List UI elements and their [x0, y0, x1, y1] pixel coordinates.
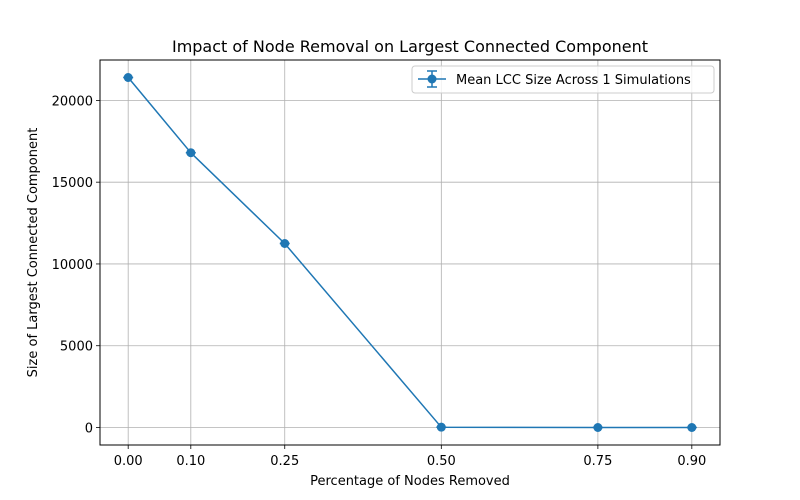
legend-marker-swatch [427, 74, 437, 84]
data-point [436, 422, 446, 432]
x-axis-label: Percentage of Nodes Removed [310, 474, 510, 489]
data-point [186, 148, 196, 158]
x-tick-label: 0.90 [677, 454, 706, 469]
y-axis-label: Size of Largest Connected Component [26, 128, 41, 378]
x-tick-label: 0.00 [114, 454, 143, 469]
x-axis: 0.00 0.10 0.25 0.50 0.75 0.90 [114, 445, 706, 469]
legend-label: Mean LCC Size Across 1 Simulations [456, 73, 691, 88]
y-axis: 0 5000 10000 15000 20000 [52, 94, 100, 437]
x-tick-label: 0.10 [176, 454, 205, 469]
chart-title: Impact of Node Removal on Largest Connec… [172, 37, 648, 56]
series-layer [123, 73, 697, 432]
y-tick-label: 0 [85, 422, 93, 437]
y-tick-label: 15000 [52, 176, 93, 191]
data-point [280, 239, 290, 249]
x-tick-label: 0.75 [583, 454, 612, 469]
x-tick-label: 0.25 [270, 454, 299, 469]
data-point [593, 423, 603, 432]
plot-frame [99, 59, 721, 446]
y-tick-label: 20000 [52, 94, 93, 109]
x-tick-label: 0.50 [427, 454, 456, 469]
legend: Mean LCC Size Across 1 Simulations [411, 65, 715, 94]
grid [100, 60, 720, 445]
y-tick-label: 10000 [52, 258, 93, 273]
legend-box [411, 65, 715, 94]
series-line [127, 77, 692, 429]
data-point [123, 73, 133, 82]
data-point [687, 423, 697, 432]
y-tick-label: 5000 [60, 340, 93, 355]
